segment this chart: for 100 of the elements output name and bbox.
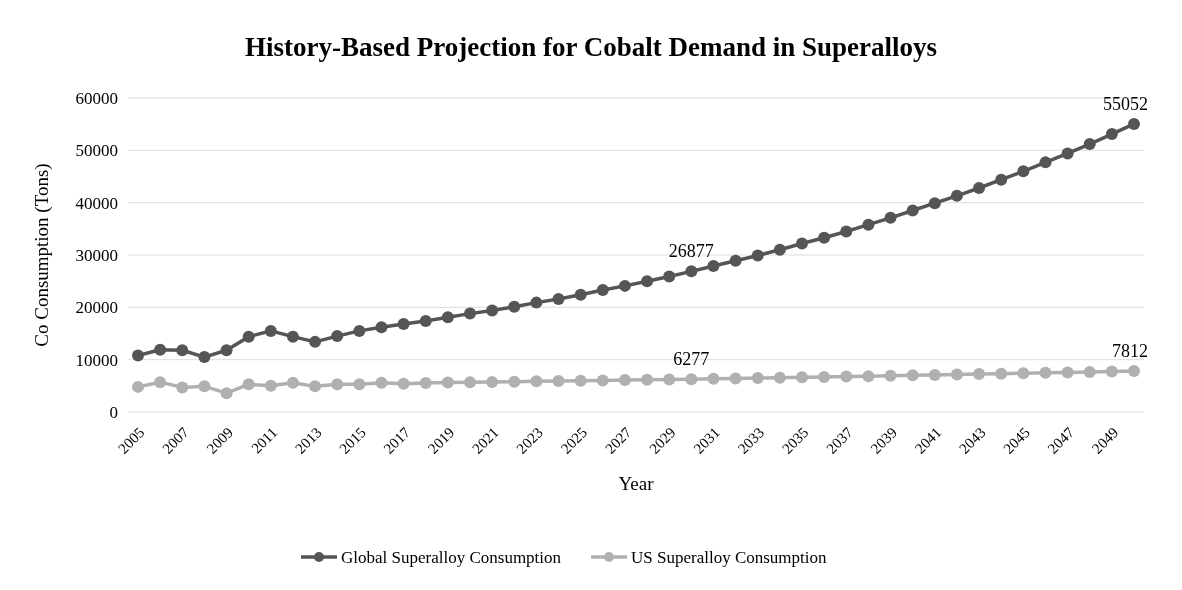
- point: [685, 373, 698, 386]
- point: [353, 378, 366, 391]
- point: [486, 375, 499, 388]
- point: [397, 318, 410, 331]
- point: [353, 324, 366, 337]
- point: [419, 376, 432, 389]
- point: [574, 288, 587, 301]
- point: [508, 375, 521, 388]
- point: [773, 243, 786, 256]
- data-label: 7812: [1112, 341, 1148, 362]
- point: [796, 237, 808, 250]
- point: [663, 270, 676, 283]
- point: [198, 380, 211, 393]
- point: [862, 370, 875, 383]
- point: [641, 275, 654, 288]
- point: [950, 368, 963, 381]
- chart-title: History-Based Projection for Cobalt Demand in Superalloys: [245, 32, 937, 62]
- point: [973, 182, 986, 195]
- point: [464, 307, 476, 320]
- y-tick-label: 30000: [75, 245, 118, 265]
- point: [441, 311, 454, 324]
- point: [198, 351, 211, 364]
- point: [574, 374, 587, 387]
- y-tick-label: 50000: [75, 141, 118, 161]
- point: [773, 371, 786, 384]
- point: [508, 300, 521, 313]
- y-tick-label: 10000: [75, 350, 118, 370]
- point: [530, 375, 543, 388]
- point: [309, 380, 322, 393]
- point: [707, 372, 720, 385]
- point: [928, 368, 941, 381]
- point: [286, 376, 299, 389]
- point: [1083, 138, 1096, 151]
- point: [663, 373, 676, 386]
- legend-label: US Superalloy Consumption: [631, 547, 828, 567]
- point: [818, 370, 831, 383]
- point: [973, 368, 986, 381]
- point: [1083, 366, 1096, 379]
- data-label: 26877: [668, 241, 714, 262]
- point: [375, 376, 388, 389]
- point: [132, 380, 144, 393]
- point: [154, 343, 167, 356]
- point: [176, 381, 189, 394]
- point: [331, 330, 344, 343]
- point: [419, 314, 432, 327]
- point: [840, 370, 853, 383]
- point: [242, 378, 255, 391]
- point: [1105, 365, 1118, 378]
- point: [441, 376, 454, 389]
- x-axis-title: Year: [618, 473, 655, 494]
- point: [618, 374, 631, 387]
- point: [132, 349, 144, 362]
- point: [751, 372, 764, 385]
- point: [154, 376, 167, 389]
- point: [1128, 117, 1140, 130]
- point: [331, 378, 344, 391]
- data-label: 55052: [1103, 93, 1148, 114]
- point: [264, 379, 277, 392]
- point: [906, 204, 919, 217]
- point: [1061, 147, 1074, 160]
- point: [552, 292, 565, 305]
- point: [286, 330, 299, 343]
- point: [928, 197, 941, 210]
- point: [796, 371, 808, 384]
- point: [685, 265, 698, 278]
- point: [264, 324, 277, 337]
- point: [751, 249, 764, 262]
- point: [242, 330, 255, 343]
- y-tick-label: 0: [109, 402, 118, 422]
- point: [618, 279, 631, 292]
- point: [1128, 365, 1140, 378]
- point: [729, 372, 742, 385]
- point: [884, 369, 897, 382]
- legend-label: Global Superalloy Consumption: [341, 547, 562, 567]
- point: [906, 369, 919, 382]
- point: [1039, 156, 1052, 169]
- point: [729, 254, 742, 267]
- point: [818, 231, 831, 244]
- point: [1105, 128, 1118, 141]
- point: [1017, 367, 1030, 380]
- point: [995, 367, 1008, 380]
- point: [397, 377, 410, 390]
- point: [1017, 165, 1030, 178]
- point: [707, 259, 720, 272]
- point: [486, 304, 499, 317]
- point: [950, 189, 963, 202]
- point: [464, 376, 476, 389]
- point: [176, 344, 189, 357]
- point: [840, 225, 853, 238]
- point: [375, 321, 388, 334]
- point: [884, 211, 897, 224]
- point: [862, 218, 875, 231]
- data-label: 6277: [673, 349, 710, 370]
- point: [995, 173, 1008, 186]
- point: [1039, 366, 1052, 379]
- point: [309, 335, 322, 348]
- y-tick-label: 20000: [75, 298, 118, 318]
- point: [596, 284, 609, 297]
- point: [1061, 366, 1074, 379]
- y-tick-label: 60000: [75, 88, 118, 108]
